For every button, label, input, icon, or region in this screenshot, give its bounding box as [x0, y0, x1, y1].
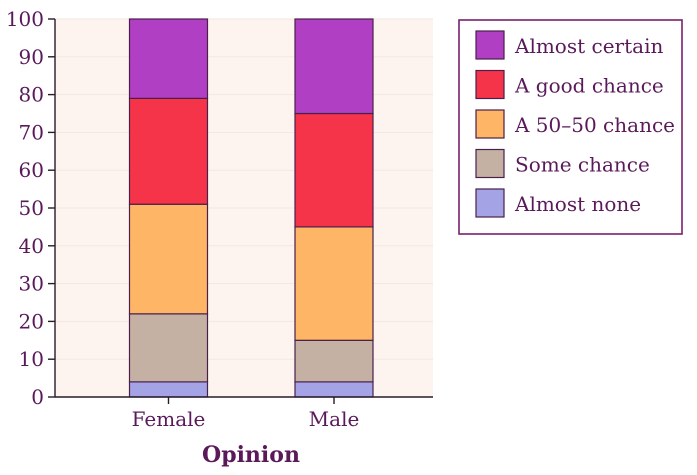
legend-label-almost-none: Almost none	[514, 192, 641, 216]
bar-segment-male-a-good-chance	[294, 112, 374, 228]
bar-segment-female-a-good-chance	[128, 97, 209, 205]
legend-label-a-good-chance: A good chance	[514, 74, 664, 98]
x-tick-label: Male	[309, 407, 360, 431]
bar-segment-female-some-chance	[128, 313, 209, 383]
y-tick-label: 30	[19, 272, 44, 296]
bar-segment-female-a-50-50-chance	[128, 203, 209, 315]
y-tick-label: 70	[19, 120, 44, 144]
legend-label-a-50-50-chance: A 50–50 chance	[514, 113, 675, 137]
x-axis-ticks: Female Male	[132, 397, 360, 431]
y-tick-label: 50	[19, 196, 44, 220]
bars	[128, 18, 374, 398]
bar-segment-male-almost-certain	[294, 18, 374, 115]
legend-swatch-some-chance	[475, 148, 505, 179]
bar-segment-male-a-50-50-chance	[294, 226, 374, 341]
legend-swatch-almost-certain	[475, 30, 505, 60]
y-tick-label: 100	[6, 7, 44, 31]
y-tick-label: 10	[19, 347, 44, 371]
legend-label-some-chance: Some chance	[515, 153, 650, 177]
legend: Almost certain A good chance A 50–50 chanc…	[458, 19, 683, 235]
bar-segment-male-almost-none	[294, 381, 374, 398]
y-tick-label: 40	[19, 234, 44, 258]
bar-segment-female-almost-none	[128, 381, 209, 398]
bar-segment-male-some-chance	[294, 339, 374, 383]
x-axis-label: Opinion	[202, 442, 300, 468]
y-tick-label: 60	[19, 158, 44, 182]
legend-swatch-a-50-50-chance	[475, 109, 505, 139]
legend-label-almost-certain: Almost certain	[514, 34, 663, 58]
legend-swatch-almost-none	[475, 188, 505, 218]
y-tick-label: 80	[19, 83, 44, 107]
y-tick-label: 0	[31, 385, 44, 409]
bar-segment-female-almost-certain	[128, 18, 209, 99]
y-axis-ticks: 0 10 20 30 40 50 60 70 80 90 100	[6, 7, 55, 409]
y-tick-label: 20	[19, 309, 44, 333]
x-tick-label: Female	[132, 407, 206, 431]
legend-swatch-a-good-chance	[475, 69, 505, 100]
y-tick-label: 90	[19, 45, 44, 69]
